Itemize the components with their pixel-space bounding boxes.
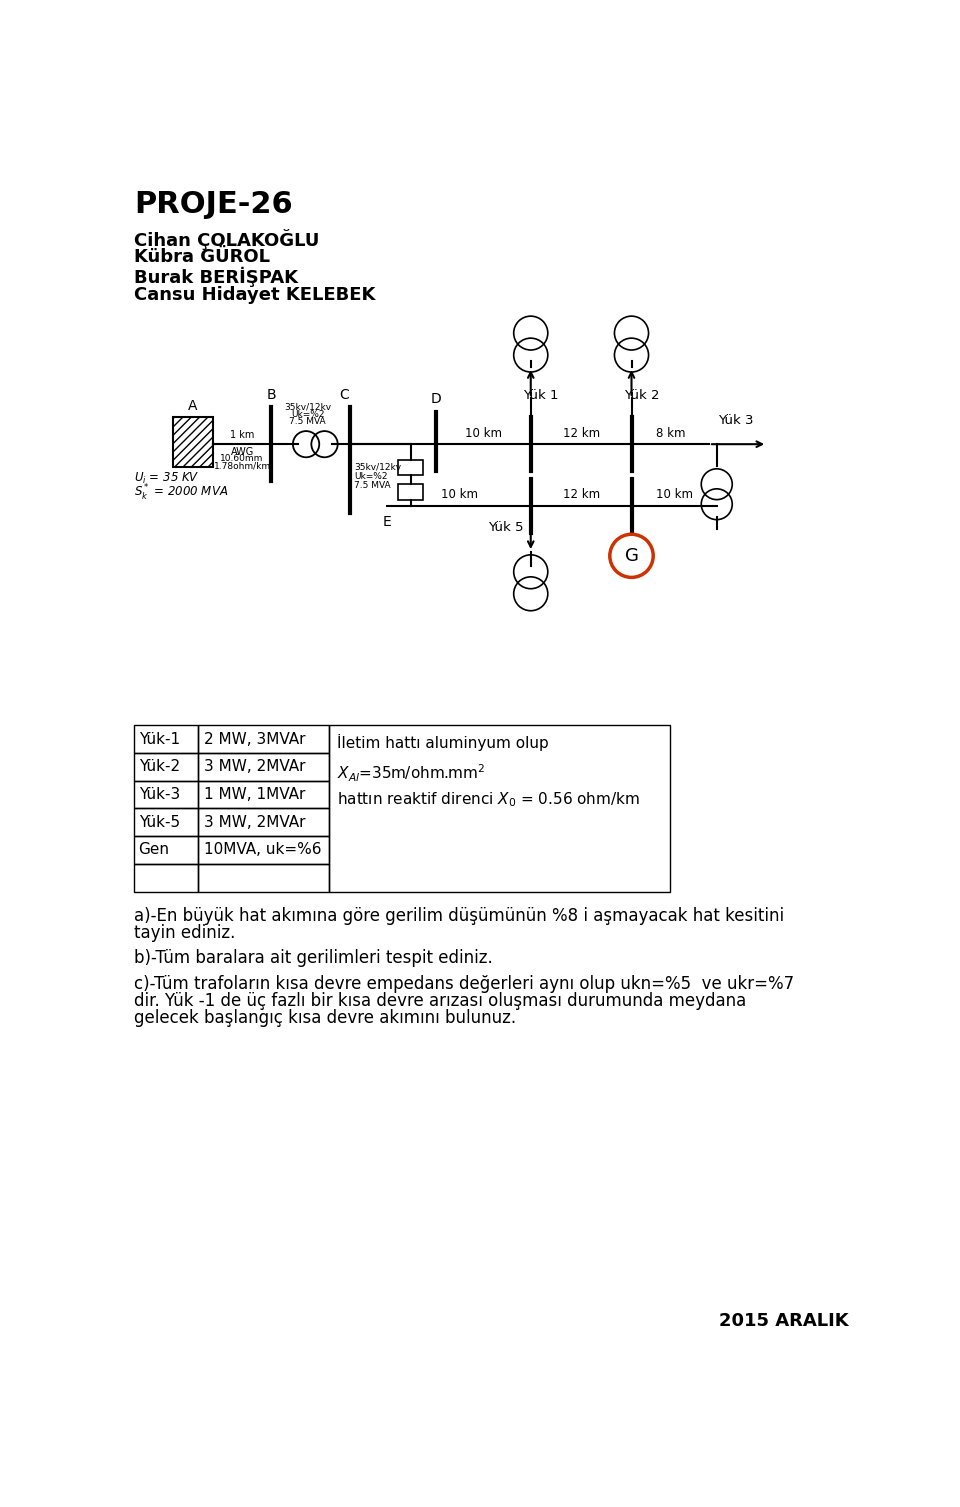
Text: 12 km: 12 km xyxy=(563,488,600,502)
Text: 10.60mm: 10.60mm xyxy=(221,454,264,463)
Bar xyxy=(329,725,670,892)
Text: Yük-3: Yük-3 xyxy=(138,787,180,802)
Text: 10 km: 10 km xyxy=(465,426,502,440)
Text: dir. Yük -1 de üç fazlı bir kısa devre arızası oluşması durumunda meydana: dir. Yük -1 de üç fazlı bir kısa devre a… xyxy=(134,992,746,1010)
Text: Yük-1: Yük-1 xyxy=(138,731,180,746)
Text: 2 MW, 3MVAr: 2 MW, 3MVAr xyxy=(204,731,305,746)
Text: Yük-5: Yük-5 xyxy=(138,815,180,830)
Text: b)-Tüm baralara ait gerilimleri tespit ediniz.: b)-Tüm baralara ait gerilimleri tespit e… xyxy=(134,949,492,967)
Text: 10MVA, uk=%6: 10MVA, uk=%6 xyxy=(204,842,322,857)
Text: Yük 2: Yük 2 xyxy=(624,389,660,402)
Bar xyxy=(134,836,198,864)
Text: C: C xyxy=(339,387,348,402)
Text: Uk=%2: Uk=%2 xyxy=(354,472,388,481)
Text: 7.5 MVA: 7.5 MVA xyxy=(289,417,325,425)
Text: 2015 ARALIK: 2015 ARALIK xyxy=(719,1313,849,1331)
Text: 35kv/12kv: 35kv/12kv xyxy=(284,402,331,411)
Bar xyxy=(398,460,423,475)
Bar xyxy=(198,808,329,836)
Text: İletim hattı aluminyum olup: İletim hattı aluminyum olup xyxy=(337,734,549,752)
Text: 3 MW, 2MVAr: 3 MW, 2MVAr xyxy=(204,760,305,775)
Bar xyxy=(134,864,198,892)
Bar xyxy=(398,484,423,500)
Text: $S_k^*$ = 2000 MVA: $S_k^*$ = 2000 MVA xyxy=(134,482,228,503)
Text: a)-En büyük hat akımına göre gerilim düşümünün %8 i aşmayacak hat kesitini: a)-En büyük hat akımına göre gerilim düş… xyxy=(134,907,784,925)
Text: 3 MW, 2MVAr: 3 MW, 2MVAr xyxy=(204,815,305,830)
Text: Burak BERİŞPAK: Burak BERİŞPAK xyxy=(134,267,298,288)
Bar xyxy=(198,864,329,892)
Text: 12 km: 12 km xyxy=(563,426,600,440)
Text: Yük 5: Yük 5 xyxy=(488,521,523,533)
Text: hattın reaktif direnci $X_0$ = 0.56 ohm/km: hattın reaktif direnci $X_0$ = 0.56 ohm/… xyxy=(337,790,640,809)
Text: D: D xyxy=(431,392,442,405)
Text: tayin ediniz.: tayin ediniz. xyxy=(134,924,235,942)
Text: 1 km: 1 km xyxy=(229,431,254,440)
Text: B: B xyxy=(266,387,276,402)
Text: E: E xyxy=(383,515,392,529)
Text: G: G xyxy=(625,547,638,565)
Text: 10 km: 10 km xyxy=(656,488,692,502)
Text: Yük 1: Yük 1 xyxy=(523,389,559,402)
Bar xyxy=(134,725,198,754)
Text: Yük 3: Yük 3 xyxy=(718,414,754,428)
Bar xyxy=(134,808,198,836)
Bar xyxy=(173,417,213,467)
Text: Cihan ÇOLAKOĞLU: Cihan ÇOLAKOĞLU xyxy=(134,229,320,250)
Bar xyxy=(198,754,329,781)
Bar xyxy=(134,754,198,781)
Text: AWG: AWG xyxy=(230,448,253,457)
Text: Cansu Hidayet KELEBEK: Cansu Hidayet KELEBEK xyxy=(134,286,375,304)
Text: 8 km: 8 km xyxy=(656,426,685,440)
Text: Gen: Gen xyxy=(138,842,170,857)
Text: $X_{Al}$=35m/ohm.mm$^2$: $X_{Al}$=35m/ohm.mm$^2$ xyxy=(337,763,486,784)
Text: 1 MW, 1MVAr: 1 MW, 1MVAr xyxy=(204,787,305,802)
Text: Yük-2: Yük-2 xyxy=(138,760,180,775)
Text: PROJE-26: PROJE-26 xyxy=(134,190,293,219)
Text: 35kv/12kv: 35kv/12kv xyxy=(354,463,401,472)
Text: A: A xyxy=(188,399,198,413)
Text: c)-Tüm trafoların kısa devre empedans değerleri aynı olup ukn=%5  ve ukr=%7: c)-Tüm trafoların kısa devre empedans de… xyxy=(134,975,794,993)
Text: 1.78ohm/km: 1.78ohm/km xyxy=(213,461,271,470)
Bar xyxy=(134,781,198,808)
Text: Kübra GÜROL: Kübra GÜROL xyxy=(134,247,270,265)
Text: gelecek başlangıç kısa devre akımını bulunuz.: gelecek başlangıç kısa devre akımını bul… xyxy=(134,1008,516,1026)
Text: 10 km: 10 km xyxy=(441,488,477,502)
Text: $U_i$ = 35 KV: $U_i$ = 35 KV xyxy=(134,472,200,487)
Bar xyxy=(198,725,329,754)
Text: 7.5 MVA: 7.5 MVA xyxy=(354,481,391,490)
Bar xyxy=(198,781,329,808)
Text: Uk=%2: Uk=%2 xyxy=(291,410,324,419)
Bar xyxy=(198,836,329,864)
